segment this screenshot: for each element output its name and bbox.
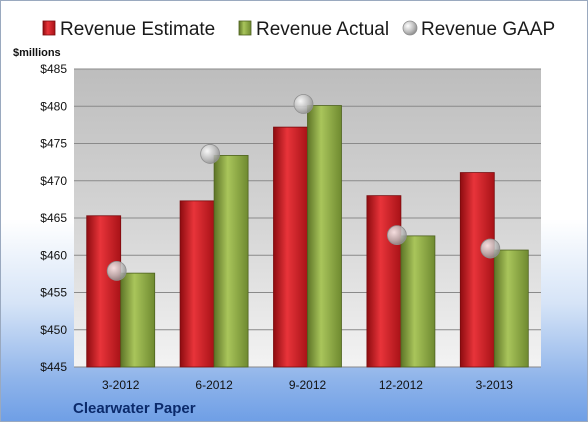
x-tick-label: 3-2013	[476, 378, 514, 392]
revenue-gaap-marker	[106, 260, 127, 281]
legend: Revenue Estimate Revenue Actual Revenue GA…	[42, 19, 555, 40]
revenue-actual-bar	[400, 235, 436, 368]
y-tick-label: $470	[40, 174, 67, 188]
legend-item-revenue-estimate: Revenue Estimate	[42, 19, 215, 40]
revenue-estimate-bar	[86, 215, 122, 368]
revenue-estimate-bar	[179, 200, 215, 368]
revenue-gaap-marker	[480, 238, 501, 259]
revenue-gaap-marker	[293, 94, 314, 114]
company-name: Clearwater Paper	[73, 400, 196, 417]
revenue-actual-bar	[120, 272, 156, 368]
x-axis: 3-2012 6-2012 9-2012 12-2012 3-2013	[102, 378, 513, 392]
legend-item-revenue-actual: Revenue Actual	[238, 19, 389, 40]
legend-item-revenue-gaap: Revenue GAAP	[402, 19, 555, 40]
legend-swatch	[402, 20, 418, 36]
revenue-estimate-bar	[366, 195, 402, 368]
y-tick-label: $455	[40, 286, 67, 300]
bars	[86, 105, 529, 368]
legend-label: Revenue Estimate	[60, 19, 215, 40]
y-tick-label: $450	[40, 323, 67, 337]
revenue-gaap-marker	[386, 225, 407, 246]
revenue-actual-bar	[213, 155, 249, 368]
revenue-estimate-bar	[273, 126, 308, 368]
x-tick-label: 6-2012	[195, 378, 233, 392]
gaap-markers	[106, 94, 501, 281]
y-tick-label: $445	[40, 360, 67, 374]
y-axis-unit-label: $millions	[13, 47, 61, 59]
legend-label: Revenue GAAP	[421, 19, 555, 40]
revenue-actual-bar	[307, 105, 342, 368]
x-tick-label: 12-2012	[379, 378, 423, 392]
revenue-estimate-bar	[459, 172, 495, 368]
x-tick-label: 9-2012	[289, 378, 327, 392]
y-axis: $445 $450 $455 $460 $465 $470 $475 $480 $485	[40, 62, 67, 374]
revenue-actual-bar	[493, 249, 529, 368]
legend-swatch	[238, 20, 252, 36]
revenue-gaap-marker	[200, 144, 221, 164]
y-tick-label: $475	[40, 137, 67, 151]
y-tick-label: $465	[40, 211, 67, 225]
legend-label: Revenue Actual	[256, 19, 389, 40]
legend-swatch	[42, 20, 56, 36]
x-tick-label: 3-2012	[102, 378, 140, 392]
y-tick-label: $460	[40, 248, 67, 262]
y-tick-label: $485	[40, 62, 67, 76]
y-tick-label: $480	[40, 99, 67, 113]
